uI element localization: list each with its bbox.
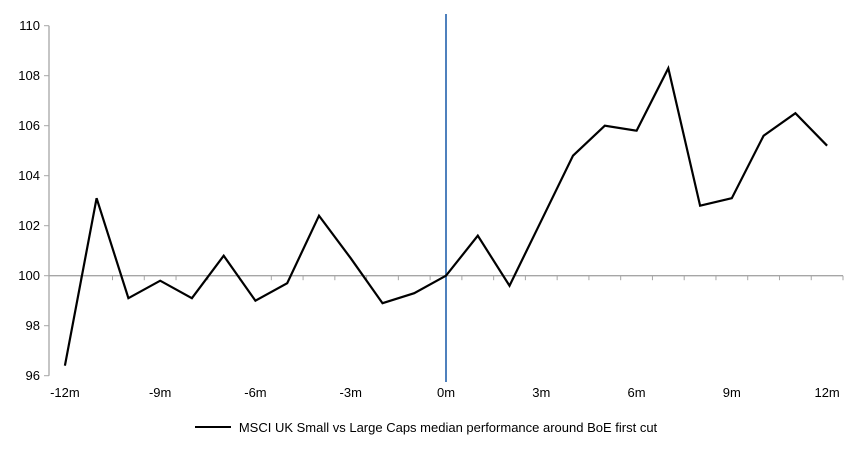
- y-tick-label: 102: [18, 218, 40, 233]
- y-tick-label: 104: [18, 168, 40, 183]
- x-tick-label: -9m: [149, 385, 171, 400]
- series-line: [63, 65, 828, 366]
- x-tick-label: -12m: [50, 385, 80, 400]
- y-tick-label: 96: [26, 368, 40, 383]
- x-tick-label: 9m: [723, 385, 741, 400]
- x-tick-label: 0m: [437, 385, 455, 400]
- x-tick-label: -6m: [244, 385, 266, 400]
- legend: MSCI UK Small vs Large Caps median perfo…: [0, 412, 852, 442]
- y-tick-label: 110: [19, 18, 40, 33]
- x-tick-label: 12m: [814, 385, 839, 400]
- legend-label: MSCI UK Small vs Large Caps median perfo…: [238, 419, 658, 435]
- x-axis-labels: -12m -9m -6m -3m 0m 3m 6m 9m 12m: [50, 385, 840, 400]
- legend-line-swatch: [194, 426, 231, 428]
- y-tick-label: 98: [26, 318, 40, 333]
- x-tick-label: 3m: [532, 385, 550, 400]
- line-chart: 96 98 100 102 104 106 108 110 -12m -9m -6m -3m 0m 3m 6…: [18, 14, 844, 400]
- y-axis: 96 98 100 102 104 106 108 110: [18, 18, 50, 383]
- y-tick-label: 108: [18, 68, 40, 83]
- x-tick-label: 6m: [628, 385, 646, 400]
- y-tick-label: 106: [18, 118, 40, 133]
- y-tick-label: 100: [18, 268, 40, 283]
- x-tick-label: -3m: [340, 385, 362, 400]
